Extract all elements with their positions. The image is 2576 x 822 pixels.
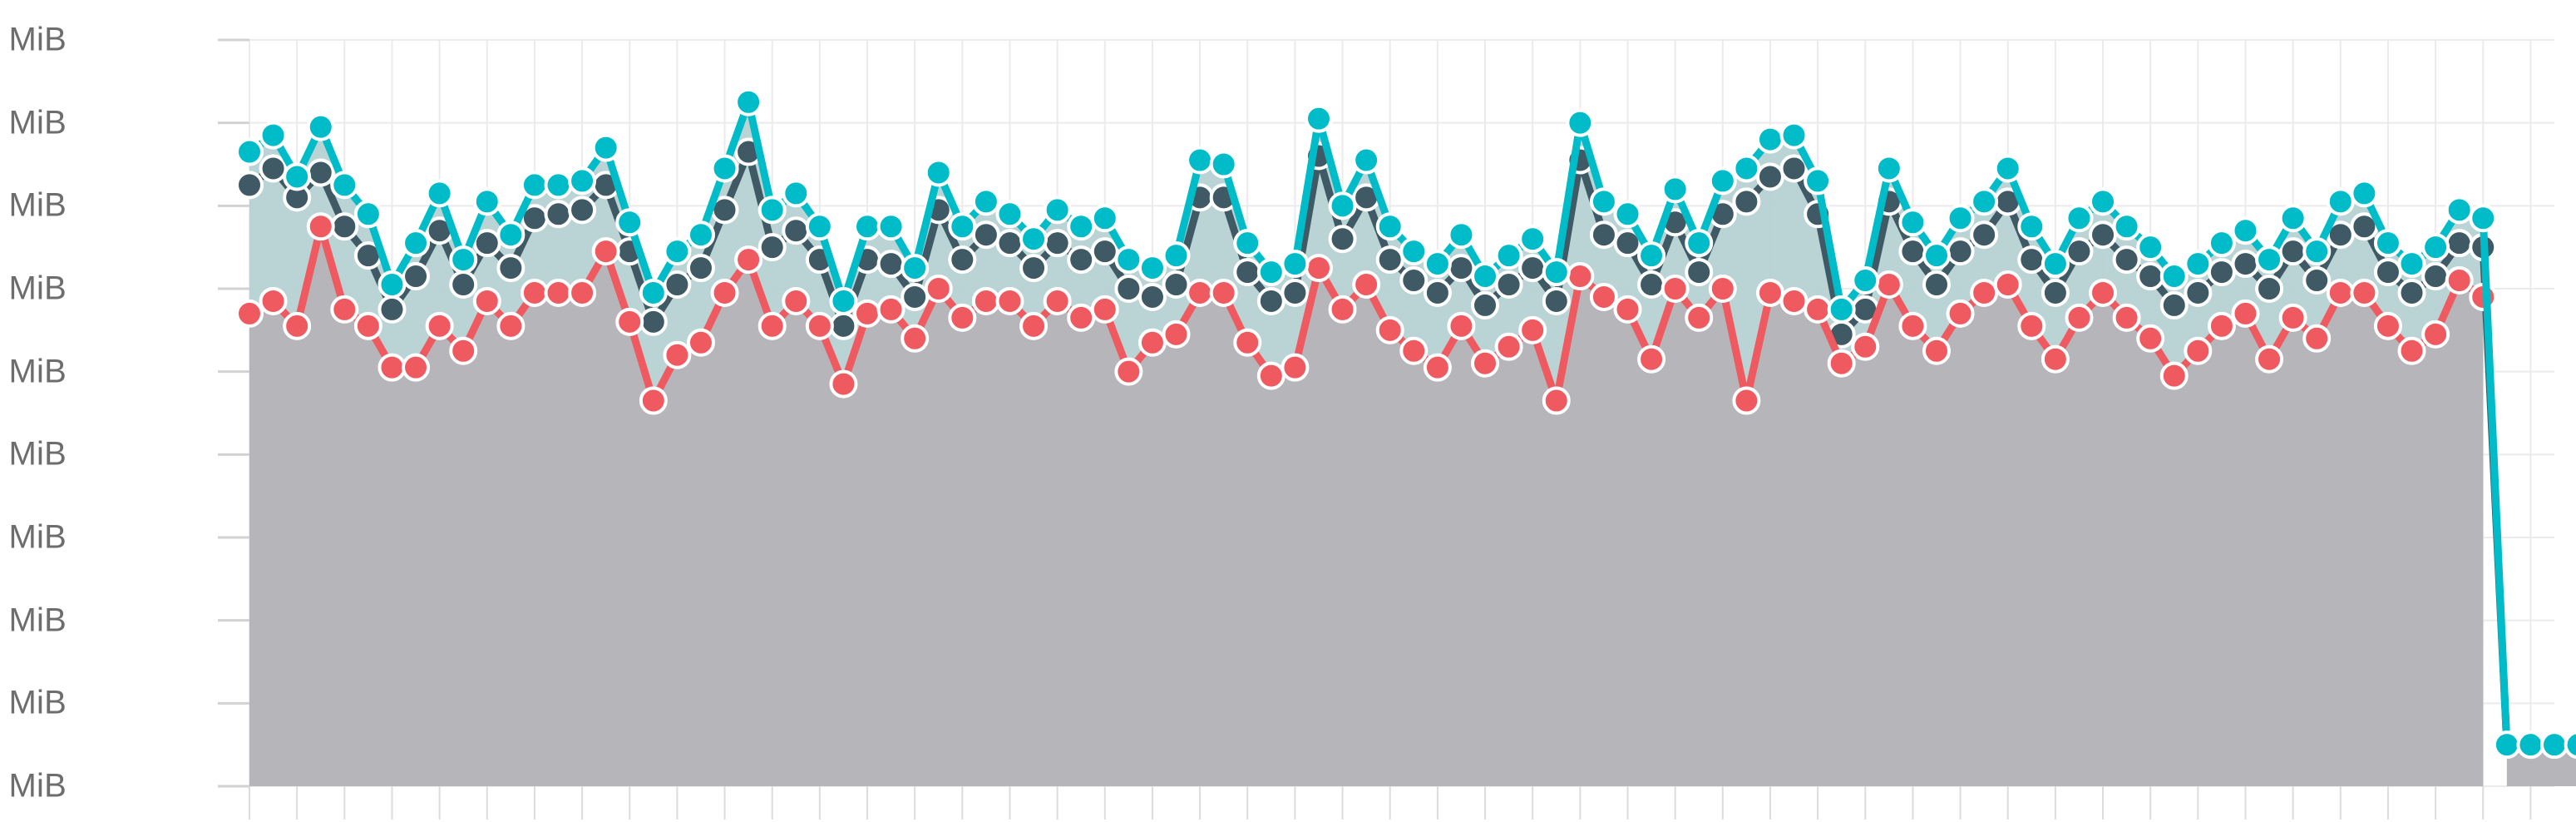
y-axis-tick-label: 40000 MiB [0,435,67,473]
y-axis-tick-label: 80000 MiB [0,104,67,141]
y-axis-tick-label: 50000 MiB [0,353,67,390]
y-axis-tick-label: 20000 MiB [0,602,67,639]
y-axis-tick-label: 0 MiB [0,767,67,805]
max-series-markers [235,87,2576,760]
y-axis-tick-label: 10000 MiB [0,684,67,721]
y-axis-tick-label: 60000 MiB [0,270,67,307]
chart-axis-ticks [218,38,2532,820]
y-axis-tick-label: 30000 MiB [0,518,67,556]
min-series-markers [235,212,2498,415]
y-axis-tick-label: 90000 MiB [0,21,67,58]
y-axis-tick-label: 70000 MiB [0,186,67,224]
